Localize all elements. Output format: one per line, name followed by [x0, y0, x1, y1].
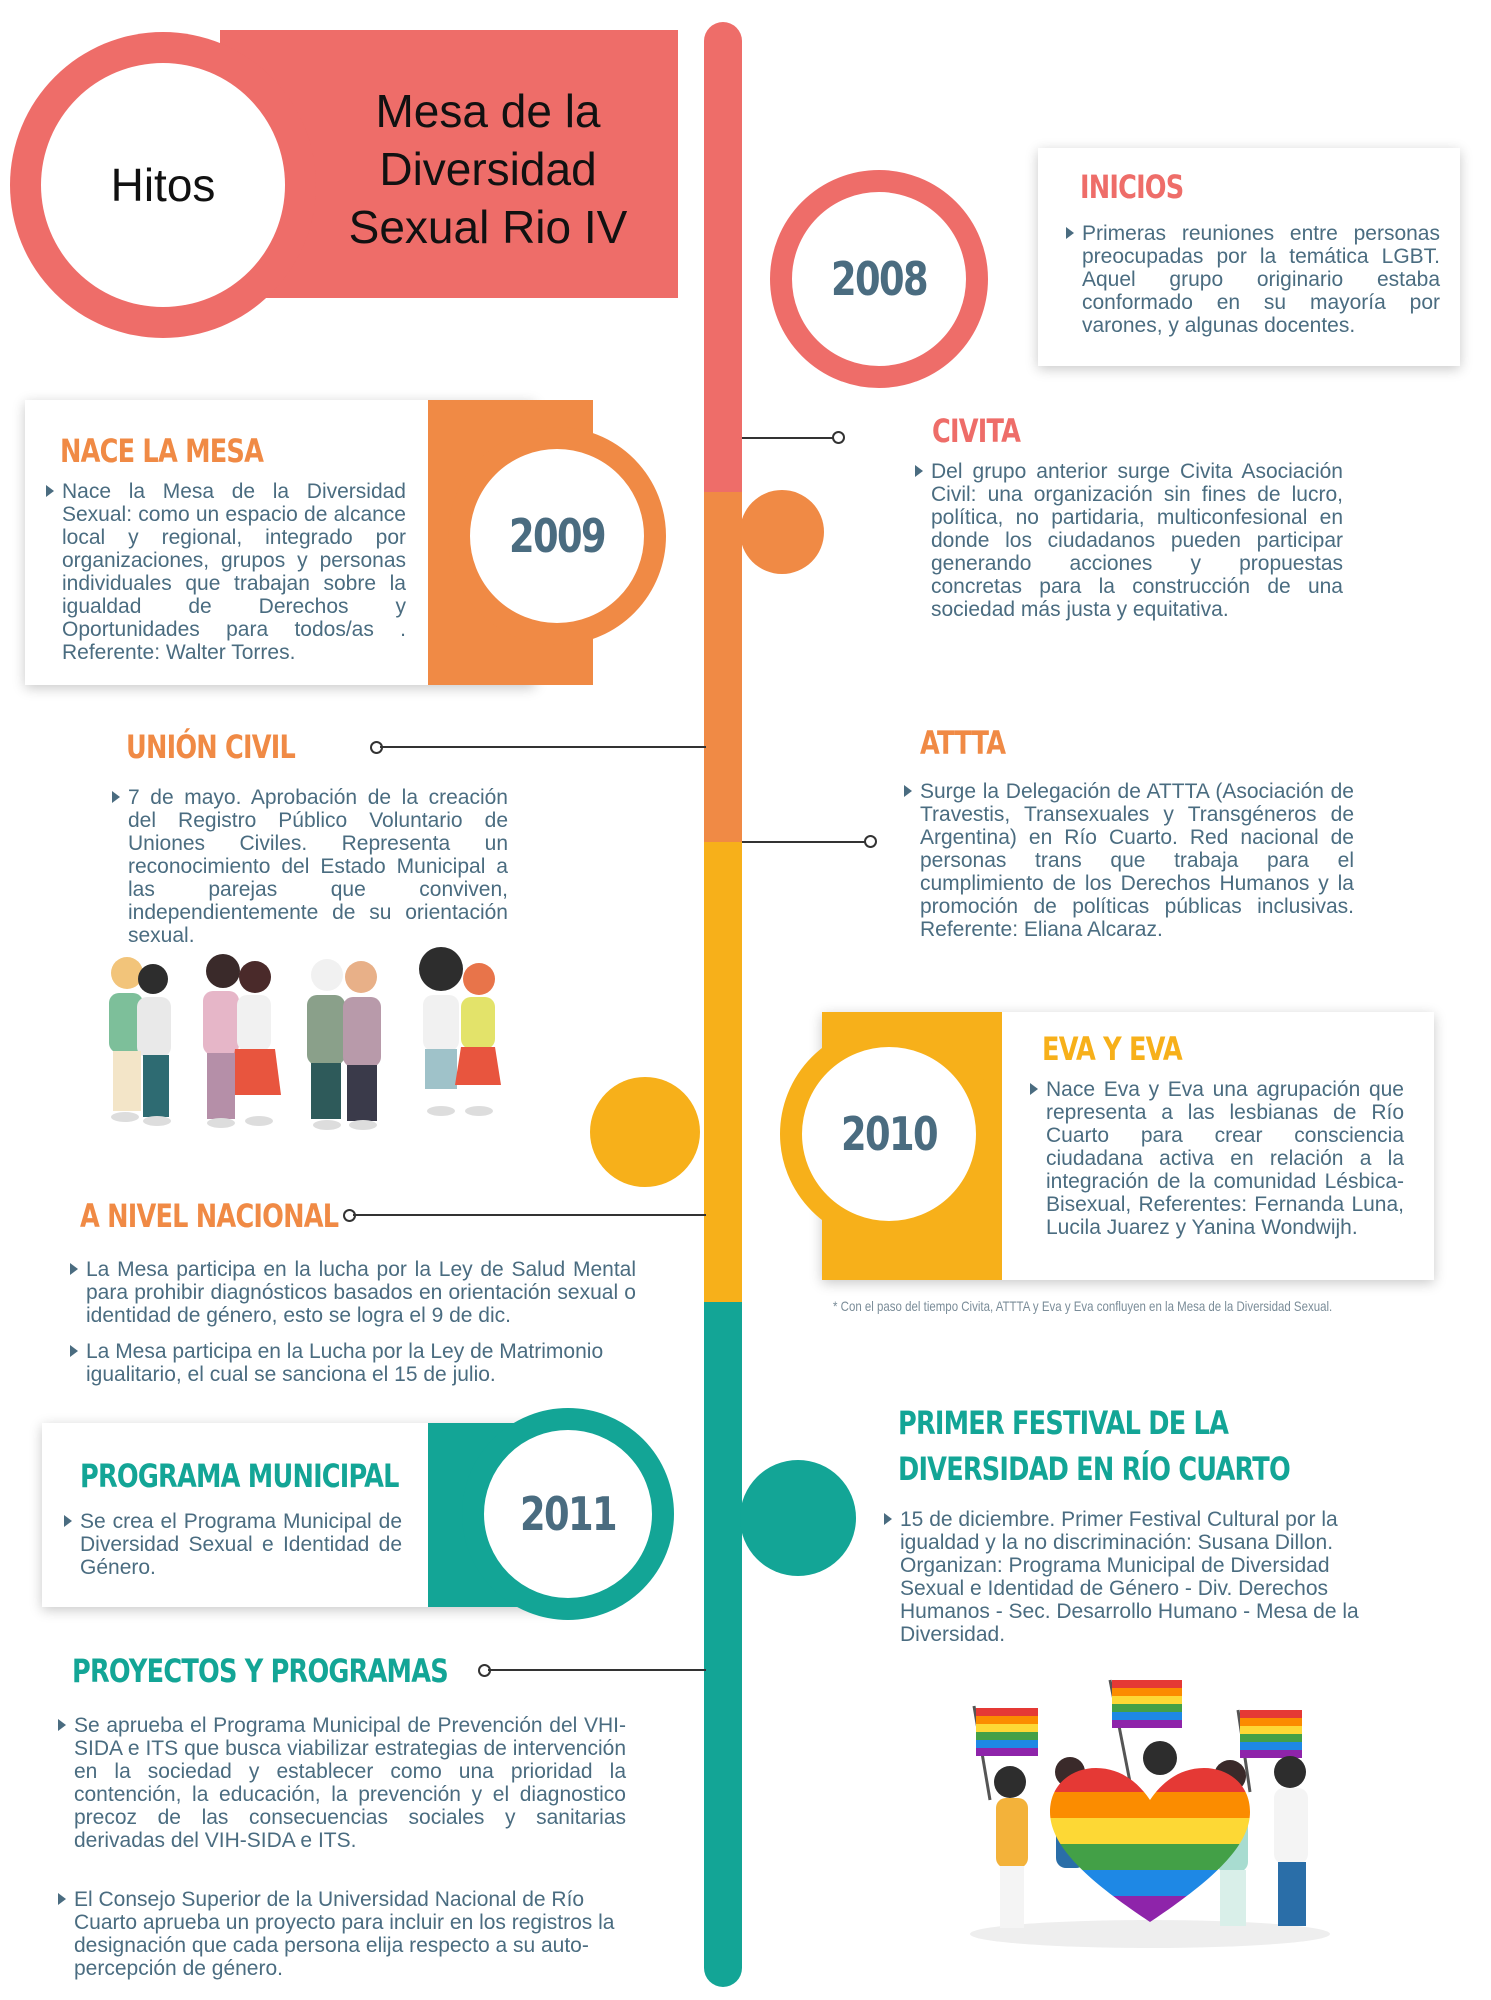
year-2009-circle: 2009 — [448, 427, 666, 645]
flag-right-icon — [1236, 1709, 1302, 1793]
footnote: * Con el paso del tiempo Civita, ATTTA y… — [833, 1298, 1333, 1314]
eva-text: Nace Eva y Eva una agrupación que repres… — [1028, 1078, 1404, 1239]
civita-dot — [740, 490, 824, 574]
festival-title-line1: PRIMER FESTIVAL DE LA — [898, 1404, 1229, 1442]
civita-connector-end — [832, 431, 845, 444]
year-2010-circle: 2010 — [780, 1025, 998, 1243]
nivel-nacional-text-1: La Mesa participa en la lucha por la Ley… — [68, 1258, 636, 1327]
year-2011: 2011 — [519, 1487, 618, 1541]
union-civil-text: 7 de mayo. Aprobación de la creación del… — [110, 786, 508, 947]
inicios-text: Primeras reuniones entre personas preocu… — [1064, 222, 1440, 337]
pride-illustration — [970, 1679, 1330, 1948]
attta-connector-end — [864, 835, 877, 848]
proyectos-text-1: Se aprueba el Programa Municipal de Prev… — [56, 1714, 626, 1852]
festival-title-line2: DIVERSIDAD EN RÍO CUARTO — [898, 1450, 1291, 1488]
attta-text: Surge la Delegación de ATTTA (Asociación… — [902, 780, 1354, 941]
year-2010: 2010 — [840, 1107, 939, 1161]
nivel-nacional-text-2: La Mesa participa en la Lucha por la Ley… — [68, 1340, 636, 1386]
nivel-nacional-title: A NIVEL NACIONAL — [80, 1197, 339, 1235]
nacional-connector — [353, 1214, 706, 1216]
hitos-label: Hitos — [110, 159, 216, 211]
union-connector — [380, 746, 706, 748]
year-2011-circle: 2011 — [462, 1408, 674, 1620]
civita-title: CIVITA — [932, 412, 1021, 450]
programa-text: Se crea el Programa Municipal de Diversi… — [62, 1510, 402, 1579]
timeline-bar — [704, 22, 742, 1987]
proyectos-text-2: El Consejo Superior de la Universidad Na… — [56, 1888, 626, 1980]
civita-connector — [742, 437, 834, 439]
year-2009: 2009 — [508, 509, 607, 563]
attta-connector — [742, 841, 866, 843]
year-2008-circle: 2008 — [770, 170, 988, 388]
nace-mesa-title: NACE LA MESA — [60, 432, 264, 470]
flag-left-icon — [972, 1705, 1038, 1801]
attta-title: ATTTA — [920, 724, 1006, 762]
nace-mesa-text: Nace la Mesa de la Diversidad Sexual: co… — [44, 480, 406, 664]
proyectos-connector — [488, 1669, 706, 1671]
page-title: Mesa de la Diversidad Sexual Rio IV — [348, 85, 628, 253]
eva-title: EVA Y EVA — [1042, 1030, 1183, 1068]
nivel-nacional-dot — [590, 1077, 700, 1187]
hitos-badge: Hitos — [10, 32, 316, 338]
programa-title: PROGRAMA MUNICIPAL — [80, 1457, 399, 1495]
inicios-card — [1038, 148, 1460, 366]
festival-dot — [740, 1460, 856, 1576]
year-2008: 2008 — [830, 252, 929, 306]
flag-center-icon — [1108, 1679, 1182, 1783]
inicios-title: INICIOS — [1080, 168, 1184, 206]
proyectos-title: PROYECTOS Y PROGRAMAS — [72, 1652, 449, 1690]
civita-text: Del grupo anterior surge Civita Asociaci… — [913, 460, 1343, 621]
union-civil-title: UNIÓN CIVIL — [126, 728, 296, 766]
festival-text: 15 de diciembre. Primer Festival Cultura… — [882, 1508, 1368, 1646]
couples-illustration — [109, 947, 501, 1130]
